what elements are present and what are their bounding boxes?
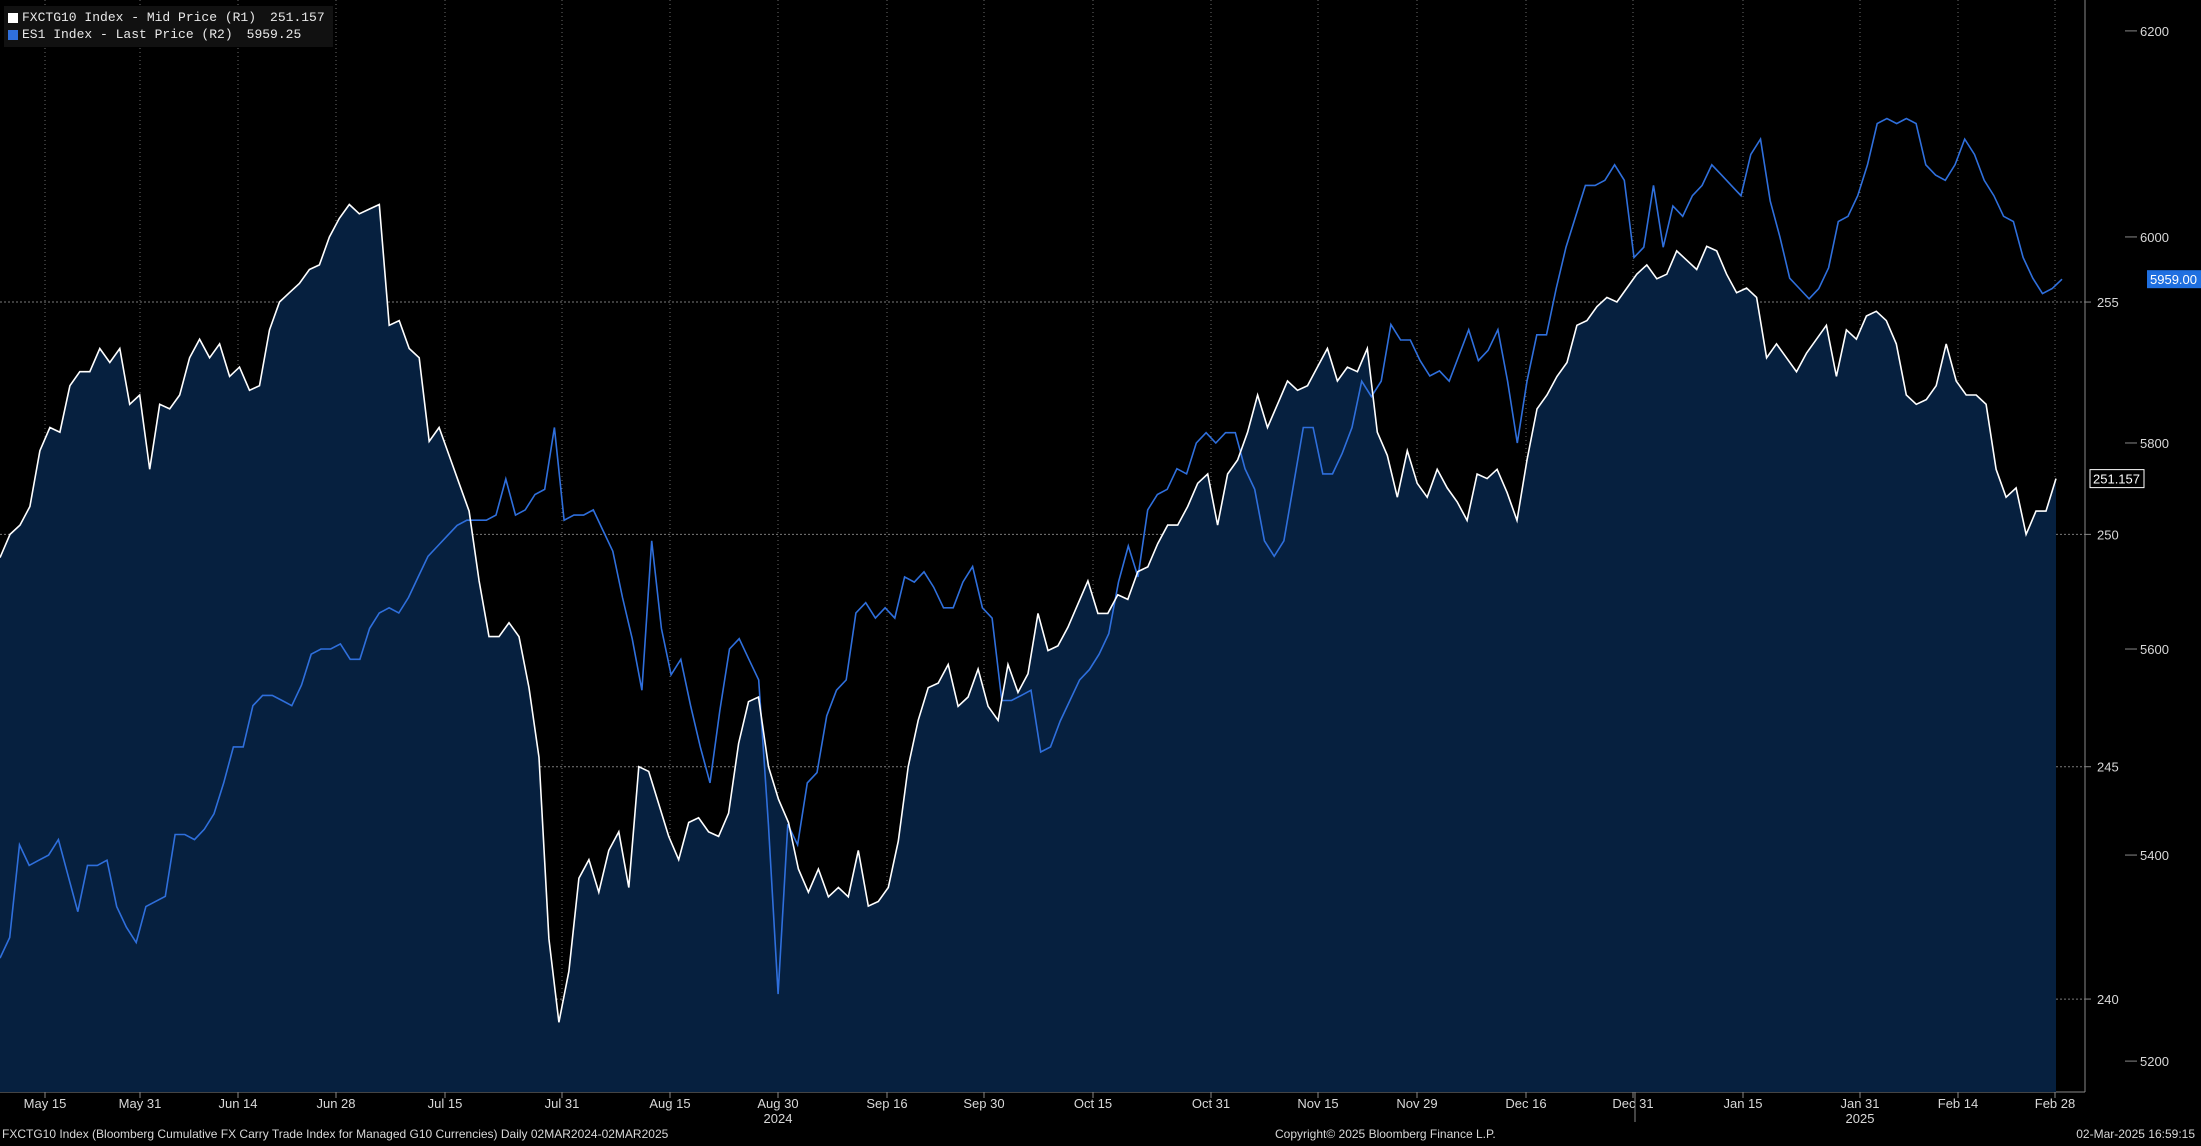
x-tick-label: Feb 28 (2035, 1096, 2075, 1111)
x-tick-label: Jan 15 (1723, 1096, 1762, 1111)
legend-label-fxctg10: FXCTG10 Index - Mid Price (R1) (22, 10, 257, 25)
x-tick-label: Jan 31 (1840, 1096, 1879, 1111)
r2-tick-label: 5800 (2140, 436, 2169, 451)
legend-swatch-fxctg10 (8, 12, 18, 23)
x-tick-label: May 31 (119, 1096, 162, 1111)
r1-tick-label: 240 (2097, 992, 2119, 1007)
x-tick-label: Sep 16 (866, 1096, 907, 1111)
x-tick-label: Jul 31 (545, 1096, 580, 1111)
x-tick-label: Sep 30 (963, 1096, 1004, 1111)
legend-swatch-es1 (8, 29, 18, 40)
last-value-tags: 5959.00 251.157 (2089, 270, 2201, 489)
legend-value-fxctg10: 251.157 (270, 10, 325, 25)
legend-row-es1[interactable]: ES1 Index - Last Price (R2) 5959.25 (8, 26, 325, 43)
x-tick-label: Nov 29 (1396, 1096, 1437, 1111)
r2-tick-label: 5400 (2140, 848, 2169, 863)
x-year-label: 2024 (764, 1111, 793, 1126)
r2-tick-label: 6000 (2140, 230, 2169, 245)
r1-tick-label: 245 (2097, 760, 2119, 775)
legend-row-fxctg10[interactable]: FXCTG10 Index - Mid Price (R1) 251.157 (8, 9, 325, 26)
x-tick-label: Oct 31 (1192, 1096, 1230, 1111)
footer-timestamp: 02-Mar-2025 16:59:15 (2076, 1127, 2195, 1141)
x-tick-label: Dec 31 (1612, 1096, 1653, 1111)
fxctg10-last-value-tag (2089, 469, 2145, 489)
x-tick-label: Aug 30 (757, 1096, 798, 1111)
r2-tick-label: 5200 (2140, 1054, 2169, 1069)
fxctg10-area-fill (0, 204, 2056, 1092)
r1-tick-label: 250 (2097, 527, 2119, 542)
x-tick-label: Aug 15 (649, 1096, 690, 1111)
x-tick-label: Jul 15 (428, 1096, 463, 1111)
r2-axis-ticks: 5200 5400 5600 5800 6000 6200 (2125, 24, 2169, 1069)
fxctg10-price-line (0, 203, 2057, 1023)
x-tick-label: Dec 16 (1505, 1096, 1546, 1111)
r1-axis-ticks: 240 245 250 255 (2085, 295, 2119, 1007)
x-tick-label: Oct 15 (1074, 1096, 1112, 1111)
es1-price-line (0, 117, 2063, 995)
r2-tick-label: 6200 (2140, 24, 2169, 39)
x-tick-label: Feb 14 (1938, 1096, 1978, 1111)
x-axis: May 15 May 31 Jun 14 Jun 28 Jul 15 Jul 31 Aug … (24, 1092, 2075, 1126)
r1-tick-label: 255 (2097, 295, 2119, 310)
x-tick-label: Jun 14 (218, 1096, 257, 1111)
fxctg10-last-value-text: 251.157 (2093, 472, 2140, 487)
es1-last-value-tag (2147, 270, 2201, 289)
legend-value-es1: 5959.25 (246, 27, 302, 42)
es1-last-value-text: 5959.00 (2150, 272, 2197, 287)
x-tick-label: Nov 15 (1297, 1096, 1338, 1111)
footer-copyright: Copyright© 2025 Bloomberg Finance L.P. (1275, 1127, 1496, 1141)
legend: FXCTG10 Index - Mid Price (R1) 251.157 E… (4, 6, 333, 47)
x-tick-label: Jun 28 (316, 1096, 355, 1111)
r2-tick-label: 5600 (2140, 642, 2169, 657)
legend-label-es1: ES1 Index - Last Price (R2) (22, 27, 233, 42)
x-year-label: 2025 (1846, 1111, 1875, 1126)
footer-description: FXCTG10 Index (Bloomberg Cumulative FX C… (2, 1127, 669, 1141)
x-tick-label: May 15 (24, 1096, 67, 1111)
